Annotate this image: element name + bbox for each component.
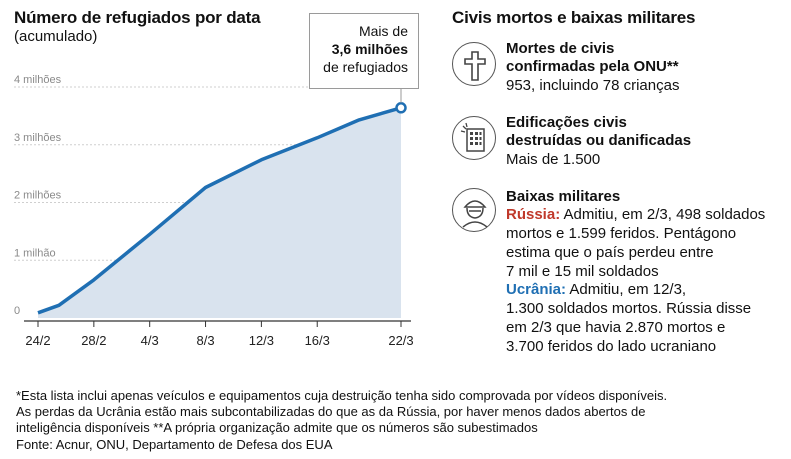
y-tick-label: 4 milhões xyxy=(14,74,62,86)
callout-line2: 3,6 milhões xyxy=(331,41,408,57)
y-tick-label: 0 xyxy=(14,305,20,317)
chart-subtitle: (acumulado) xyxy=(14,28,98,45)
x-tick-label: 28/2 xyxy=(81,333,106,348)
ukraine-line1: Ucrânia: Admitiu, em 12/3, xyxy=(506,281,687,298)
military-title: Baixas militares xyxy=(506,188,621,205)
buildings-title1: Edificações civis xyxy=(506,114,627,131)
russia-line3: estima que o país perdeu entre xyxy=(506,244,714,261)
russia-line4: 7 mil e 15 mil soldados xyxy=(506,263,659,280)
callout-line1: Mais de xyxy=(358,23,408,39)
buildings-title2: destruídas ou danificadas xyxy=(506,132,692,149)
refugee-callout: Mais de 3,6 milhões de refugiados xyxy=(309,13,419,89)
buildings-value: Mais de 1.500 xyxy=(506,151,601,168)
series-line xyxy=(37,106,402,315)
footnote-line3: inteligência disponíveis **A própria org… xyxy=(16,420,538,435)
civil-deaths-title2: confirmadas pela ONU** xyxy=(506,58,679,75)
x-tick-label: 12/3 xyxy=(249,333,274,348)
y-tick-label: 2 milhões xyxy=(14,190,62,202)
cross-icon xyxy=(452,42,496,86)
russia-line2: mortos e 1.599 feridos. Pentágono xyxy=(506,225,737,242)
y-tick-label: 3 milhões xyxy=(14,132,62,144)
series-area-fill xyxy=(38,107,401,318)
series-end-marker xyxy=(395,102,407,114)
building-icon xyxy=(452,116,496,160)
refugee-area-chart: 0 1 milhão 2 milhões 3 milhões 4 milhões 24/… xyxy=(14,74,414,348)
buildings-item: Edificações civis destruídas ou danifica… xyxy=(452,114,782,174)
civil-deaths-title1: Mortes de civis xyxy=(506,40,615,57)
x-tick-label: 22/3 xyxy=(388,333,413,348)
russia-line1: Rússia: Admitiu, em 2/3, 498 soldados xyxy=(506,206,766,223)
russia-label: Rússia: xyxy=(506,206,561,223)
source-line: Fonte: Acnur, ONU, Departamento de Defes… xyxy=(16,437,333,452)
soldier-icon xyxy=(452,188,496,232)
y-tick-label: 1 milhão xyxy=(14,247,56,259)
right-panel-title: Civis mortos e baixas militares xyxy=(452,8,696,27)
civil-deaths-item: Mortes de civis confirmadas pela ONU** 9… xyxy=(452,40,782,100)
x-tick-label: 16/3 xyxy=(305,333,330,348)
x-tick-label: 4/3 xyxy=(141,333,159,348)
footnote-line1: *Esta lista inclui apenas veículos e equ… xyxy=(16,388,668,403)
x-tick-label: 8/3 xyxy=(196,333,214,348)
ukraine-line2: 1.300 soldados mortos. Rússia disse xyxy=(506,300,752,317)
military-casualties-item: Baixas militares Rússia: Admitiu, em 2/3… xyxy=(452,188,787,358)
chart-title: Número de refugiados por data xyxy=(14,8,261,27)
ukraine-label: Ucrânia: xyxy=(506,281,567,298)
civil-deaths-value: 953, incluindo 78 crianças xyxy=(506,77,680,94)
footnote-line2: As perdas da Ucrânia estão mais subconta… xyxy=(16,404,646,419)
x-tick-label: 24/2 xyxy=(25,333,50,348)
callout-line3: de refugiados xyxy=(323,59,408,75)
ukraine-line3: em 2/3 que havia 2.870 mortos e xyxy=(506,319,726,336)
ukraine-line4: 3.700 feridos do lado ucraniano xyxy=(506,338,717,355)
